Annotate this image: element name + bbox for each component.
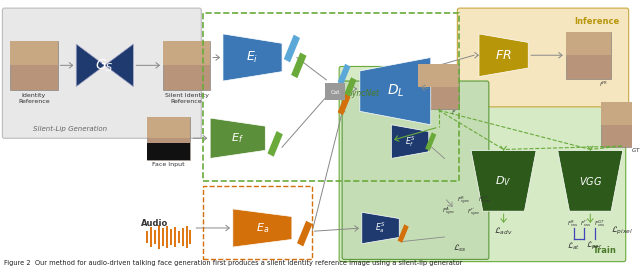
Polygon shape (344, 77, 356, 98)
Polygon shape (338, 94, 351, 115)
FancyBboxPatch shape (325, 83, 345, 100)
Text: $\mathcal{L}_{per}$: $\mathcal{L}_{per}$ (586, 240, 602, 252)
Polygon shape (479, 34, 528, 76)
FancyBboxPatch shape (163, 41, 210, 90)
FancyBboxPatch shape (566, 32, 611, 55)
Text: SyncNet: SyncNet (348, 89, 380, 98)
FancyBboxPatch shape (150, 227, 152, 247)
Bar (204, 13, 460, 181)
Text: $E_i$: $E_i$ (246, 50, 259, 65)
Text: $E_f$: $E_f$ (232, 131, 244, 145)
Polygon shape (210, 118, 266, 158)
Text: $f^{FR}$: $f^{FR}$ (599, 80, 608, 89)
Polygon shape (291, 52, 307, 78)
FancyBboxPatch shape (170, 229, 172, 245)
Polygon shape (223, 34, 282, 81)
Polygon shape (391, 125, 429, 158)
Text: $E_a$: $E_a$ (256, 221, 269, 235)
FancyBboxPatch shape (186, 226, 188, 248)
Text: Silent Identity
Reference: Silent Identity Reference (164, 93, 209, 104)
FancyBboxPatch shape (147, 117, 191, 138)
Polygon shape (360, 57, 431, 125)
Text: $\mathcal{L}_{at}$: $\mathcal{L}_{at}$ (567, 240, 580, 252)
Text: $\mathcal{L}_{ss}$: $\mathcal{L}_{ss}$ (453, 242, 467, 254)
Text: $D_V$: $D_V$ (495, 174, 512, 188)
Polygon shape (362, 212, 399, 244)
FancyBboxPatch shape (10, 41, 58, 90)
Text: Audio: Audio (141, 219, 168, 228)
FancyBboxPatch shape (147, 143, 191, 160)
Polygon shape (558, 151, 623, 211)
Polygon shape (76, 44, 133, 87)
Text: $D_L$: $D_L$ (387, 83, 404, 99)
FancyBboxPatch shape (601, 102, 640, 147)
FancyBboxPatch shape (158, 225, 160, 249)
Text: $FR$: $FR$ (495, 49, 512, 62)
FancyBboxPatch shape (10, 41, 58, 65)
FancyBboxPatch shape (147, 117, 191, 160)
FancyBboxPatch shape (173, 227, 176, 247)
Polygon shape (233, 209, 292, 247)
FancyBboxPatch shape (154, 230, 156, 244)
FancyBboxPatch shape (163, 41, 210, 65)
Polygon shape (425, 132, 436, 151)
Text: Face Input: Face Input (152, 162, 185, 167)
FancyBboxPatch shape (166, 226, 168, 248)
Text: Silent-Lip Generation: Silent-Lip Generation (33, 125, 108, 132)
Polygon shape (471, 151, 536, 211)
Text: Figure 2  Our method for audio-driven talking face generation first produces a s: Figure 2 Our method for audio-driven tal… (4, 260, 463, 266)
FancyBboxPatch shape (189, 230, 191, 244)
Polygon shape (338, 64, 351, 85)
Text: $VGG$: $VGG$ (579, 175, 602, 187)
FancyBboxPatch shape (418, 64, 460, 109)
FancyBboxPatch shape (458, 8, 628, 107)
FancyBboxPatch shape (146, 231, 148, 243)
Polygon shape (284, 35, 300, 62)
Text: $E_a^S$: $E_a^S$ (375, 221, 386, 236)
Text: Identity
Reference: Identity Reference (18, 93, 50, 104)
Text: $\mathcal{L}_{adv}$: $\mathcal{L}_{adv}$ (494, 225, 513, 237)
Text: $F_{vss}^{r'}$: $F_{vss}^{r'}$ (580, 218, 591, 229)
Polygon shape (397, 224, 409, 243)
FancyBboxPatch shape (182, 228, 184, 246)
Polygon shape (268, 131, 283, 157)
Text: Inference: Inference (575, 17, 620, 26)
FancyBboxPatch shape (162, 228, 164, 246)
Text: Train: Train (593, 246, 617, 255)
Text: $F_{sync}^{r'}$: $F_{sync}^{r'}$ (467, 206, 481, 218)
FancyBboxPatch shape (178, 231, 180, 243)
Text: Cat: Cat (330, 90, 340, 95)
Polygon shape (297, 221, 312, 246)
Text: $F_{sync}^A$: $F_{sync}^A$ (442, 206, 456, 218)
Text: $\mathcal{L}_{pixel}$: $\mathcal{L}_{pixel}$ (611, 225, 633, 237)
Text: $f^r$: $f^r$ (451, 108, 458, 117)
Text: $GT$: $GT$ (630, 146, 640, 154)
FancyBboxPatch shape (601, 102, 640, 125)
Text: $E_f^S$: $E_f^S$ (404, 134, 415, 149)
Text: $F_{sync}^{R}$: $F_{sync}^{R}$ (457, 195, 471, 207)
Text: $F_{vss}^{GT}$: $F_{vss}^{GT}$ (595, 218, 606, 229)
Text: $G_S$: $G_S$ (95, 57, 114, 73)
FancyBboxPatch shape (3, 8, 202, 138)
FancyBboxPatch shape (566, 32, 611, 79)
FancyBboxPatch shape (339, 66, 626, 262)
Text: $F_{sync}^{GT}$: $F_{sync}^{GT}$ (478, 195, 492, 207)
Bar (204, 187, 312, 259)
FancyBboxPatch shape (418, 64, 460, 87)
FancyBboxPatch shape (342, 81, 489, 259)
Text: $F_{vss}^{R}$: $F_{vss}^{R}$ (567, 218, 579, 229)
